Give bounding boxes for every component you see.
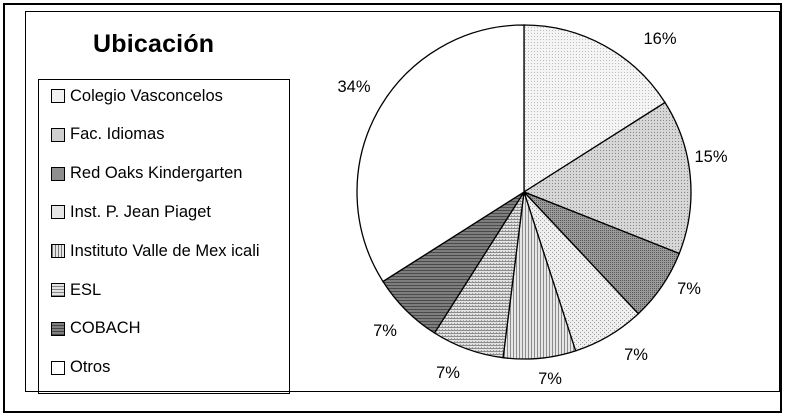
legend: Colegio Vasconcelos Fac. Idiomas Red Oaks … (38, 79, 290, 394)
legend-item: Red Oaks Kindergarten (51, 162, 242, 186)
legend-item: Fac. Idiomas (51, 123, 164, 147)
legend-item: Colegio Vasconcelos (51, 84, 223, 108)
legend-item: COBACH (51, 317, 141, 341)
legend-swatch (51, 127, 65, 142)
legend-swatch (51, 89, 65, 103)
legend-label: ESL (70, 280, 102, 299)
legend-label: Instituto Valle de Mex icali (70, 241, 260, 260)
legend-swatch (51, 360, 65, 375)
legend-swatch (51, 321, 65, 336)
legend-item: ESL (51, 278, 101, 302)
slice-label-3: 7% (624, 346, 648, 364)
slice-label-4: 7% (538, 370, 562, 388)
legend-label: Inst. P. Jean Piaget (70, 202, 211, 221)
legend-swatch (51, 166, 65, 181)
slice-label-5: 7% (436, 364, 460, 382)
legend-label: Colegio Vasconcelos (70, 86, 223, 105)
legend-item: Inst. P. Jean Piaget (51, 200, 211, 224)
slice-label-0: 16% (643, 30, 676, 48)
pie-slice-0 (523, 24, 666, 194)
legend-label: Fac. Idiomas (70, 125, 165, 144)
chart-title: Ubicación (93, 30, 215, 58)
slice-label-6: 7% (373, 322, 397, 340)
chart-frame (3, 3, 782, 413)
legend-label: COBACH (70, 319, 141, 338)
legend-item: Otros (51, 356, 110, 380)
slice-label-7: 34% (337, 78, 370, 96)
slice-label-2: 7% (677, 280, 701, 298)
legend-label: Red Oaks Kindergarten (70, 164, 243, 183)
legend-swatch (51, 244, 65, 259)
legend-item: Instituto Valle de Mex icali (51, 239, 260, 263)
legend-swatch (51, 283, 65, 297)
legend-label: Otros (70, 358, 111, 377)
pie-slice-1 (522, 101, 692, 255)
legend-swatch (51, 205, 65, 220)
chart-area (25, 11, 780, 392)
slice-label-1: 15% (694, 148, 727, 166)
pie-slice-7 (356, 24, 525, 283)
